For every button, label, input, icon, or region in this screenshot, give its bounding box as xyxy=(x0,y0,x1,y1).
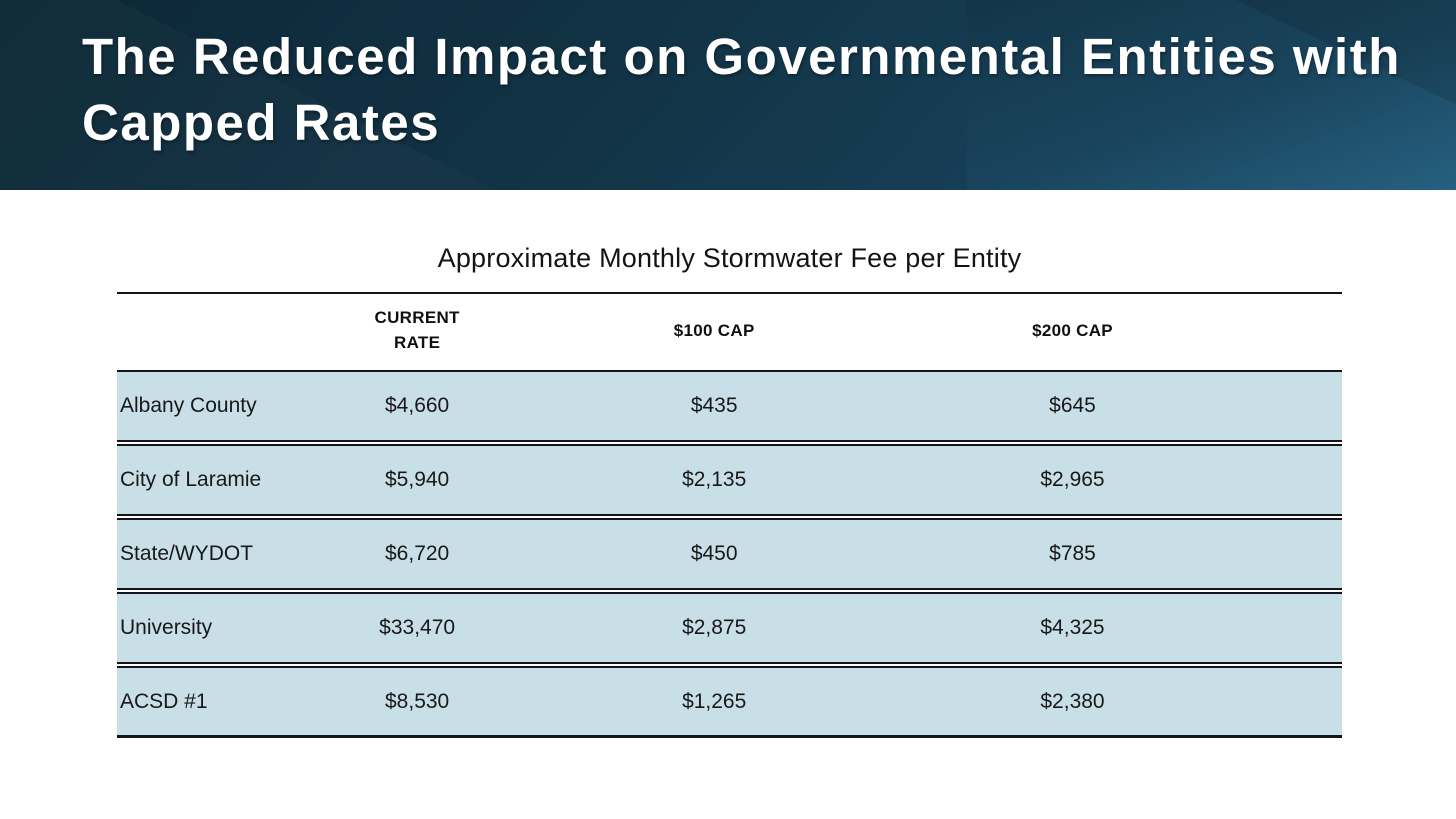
entity-cell: City of Laramie xyxy=(117,444,283,516)
cap-200-cell: $785 xyxy=(876,518,1269,590)
header-spacer xyxy=(1268,292,1342,368)
slide-header-band: The Reduced Impact on Governmental Entit… xyxy=(0,0,1456,190)
current-rate-cell: $33,470 xyxy=(282,592,552,664)
entity-cell: University xyxy=(117,592,283,664)
entity-cell: Albany County xyxy=(117,370,283,442)
header-entity xyxy=(117,292,283,368)
entity-cell: ACSD #1 xyxy=(117,666,283,738)
header-current-rate: CURRENT RATE xyxy=(282,292,552,368)
cap-100-cell: $2,135 xyxy=(551,444,877,516)
cap-100-cell: $450 xyxy=(551,518,877,590)
spacer-cell xyxy=(1268,444,1342,516)
spacer-cell xyxy=(1268,370,1342,442)
current-rate-cell: $6,720 xyxy=(282,518,552,590)
table-header-row: CURRENT RATE $100 CAP $200 CAP xyxy=(117,292,1342,368)
cap-200-cell: $4,325 xyxy=(876,592,1269,664)
table-title: Approximate Monthly Stormwater Fee per E… xyxy=(437,243,1022,273)
table-row: University $33,470 $2,875 $4,325 xyxy=(117,592,1342,664)
cap-200-cell: $2,965 xyxy=(876,444,1269,516)
current-rate-cell: $4,660 xyxy=(282,370,552,442)
table-row: ACSD #1 $8,530 $1,265 $2,380 xyxy=(117,666,1342,738)
entity-cell: State/WYDOT xyxy=(117,518,283,590)
stormwater-fee-table: CURRENT RATE $100 CAP $200 CAP Albany Co… xyxy=(117,290,1342,740)
cap-200-cell: $645 xyxy=(876,370,1269,442)
cap-100-cell: $2,875 xyxy=(551,592,877,664)
table-row: Albany County $4,660 $435 $645 xyxy=(117,370,1342,442)
cap-100-cell: $1,265 xyxy=(551,666,877,738)
header-100-cap: $100 CAP xyxy=(551,292,877,368)
cap-100-cell: $435 xyxy=(551,370,877,442)
header-right-gradient-panel xyxy=(967,0,1456,190)
cap-200-cell: $2,380 xyxy=(876,666,1269,738)
current-rate-cell: $5,940 xyxy=(282,444,552,516)
slide-title: The Reduced Impact on Governmental Entit… xyxy=(82,28,1401,152)
table-row: State/WYDOT $6,720 $450 $785 xyxy=(117,518,1342,590)
header-200-cap: $200 CAP xyxy=(876,292,1269,368)
spacer-cell xyxy=(1268,666,1342,738)
spacer-cell xyxy=(1268,518,1342,590)
stormwater-fee-table-section: Approximate Monthly Stormwater Fee per E… xyxy=(117,243,1342,740)
current-rate-cell: $8,530 xyxy=(282,666,552,738)
spacer-cell xyxy=(1268,592,1342,664)
table-row: City of Laramie $5,940 $2,135 $2,965 xyxy=(117,444,1342,516)
